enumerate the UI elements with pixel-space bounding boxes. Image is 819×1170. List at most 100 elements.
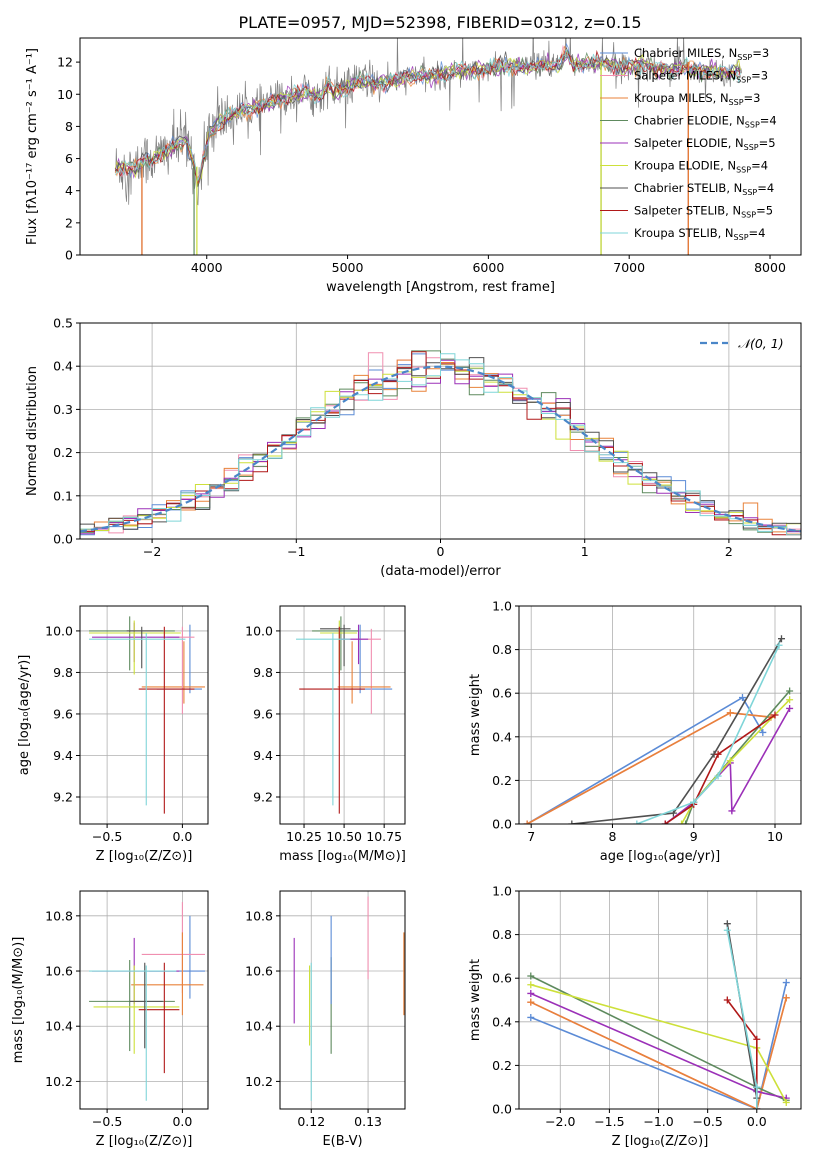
y-tick-label: 0.4 <box>53 359 73 374</box>
weight-marker <box>771 711 779 719</box>
gaussian-curve <box>80 365 801 533</box>
age-vs-mass-plot-area <box>296 616 393 814</box>
weight-marker <box>723 920 731 928</box>
weight-line-3 <box>684 690 791 824</box>
massweight-vs-Z-frame <box>518 890 802 1110</box>
histogram-8 <box>80 353 801 536</box>
residuals-y-axis-label: Normed distribution <box>25 366 40 496</box>
mass-vs-Z-y-axis-label: mass [log₁₀(M/M⊙)] <box>11 937 26 1064</box>
model-line-8 <box>114 48 741 182</box>
weight-marker <box>726 709 734 717</box>
weight-marker <box>777 635 785 643</box>
x-tick-label: 10.25 <box>286 829 322 844</box>
spectrum-plot-area <box>114 38 742 255</box>
mass-vs-Z-x-axis-label: Z [log₁₀(Z/Z⊙)] <box>96 1134 193 1149</box>
weight-marker <box>723 926 731 934</box>
weight-marker <box>786 696 794 704</box>
y-tick-label: 0.0 <box>492 817 512 832</box>
weight-marker <box>714 750 722 758</box>
y-tick-label: 0.4 <box>492 1014 512 1029</box>
y-tick-label: 1.0 <box>492 599 512 614</box>
weight-marker <box>775 641 783 649</box>
spectrum-frame <box>79 37 802 256</box>
massweight-vs-Z-chart: −2.0 −1.5 −1.0 −0.5 0.0 0.0 0.2 0.4 0.6 0.8 1.0 Z [… <box>468 884 802 1149</box>
y-tick-label: 0.8 <box>492 642 512 657</box>
x-tick-label: 4000 <box>191 260 223 275</box>
errorbar-point <box>89 965 177 1101</box>
y-tick-label: 10.4 <box>245 1019 273 1034</box>
x-tick-label: 0.0 <box>747 1114 767 1129</box>
weight-marker <box>527 972 535 980</box>
errorbar-point <box>89 620 181 675</box>
errorbar-point <box>131 932 204 1016</box>
y-tick-label: 0.8 <box>492 927 512 942</box>
residuals-plot-area <box>80 350 801 536</box>
x-tick-label: 1 <box>581 544 589 559</box>
y-tick-label: 9.6 <box>53 706 73 721</box>
x-tick-label: 0.13 <box>354 1114 382 1129</box>
errorbar-point <box>299 626 365 814</box>
y-tick-label: 10.6 <box>45 964 73 979</box>
weight-marker <box>753 1083 761 1091</box>
weight-line-7 <box>726 999 758 1109</box>
y-tick-label: 10.0 <box>45 623 73 638</box>
errorbar-point <box>141 641 205 704</box>
x-tick-label: 0.0 <box>172 1114 192 1129</box>
spectrum-legend: Chabrier MILES, NSSP=3 Salpeter MILES, NS… <box>600 46 777 242</box>
legend-entry: Kroupa STELIB, NSSP=4 <box>634 226 765 242</box>
weight-marker <box>714 772 722 780</box>
x-tick-label: 10.75 <box>366 829 402 844</box>
errorbar-point <box>93 965 180 1054</box>
age-vs-mass-chart: 10.25 10.50 10.75 9.2 9.4 9.6 9.8 10.0 mass [log… <box>245 605 406 864</box>
weight-marker <box>678 820 686 824</box>
y-tick-label: 0.0 <box>53 532 73 547</box>
x-tick-label: −2 <box>143 544 161 559</box>
errorbar-point <box>337 641 391 704</box>
legend-entry: Chabrier ELODIE, NSSP=4 <box>634 114 777 130</box>
weight-marker <box>782 1098 790 1106</box>
age-vs-Z-x-axis-label: Z [log₁₀(Z/Z⊙)] <box>96 849 193 864</box>
massweight-vs-Z-plot-area <box>527 920 790 1109</box>
mass-vs-ebv-plot-area <box>293 896 405 1101</box>
y-tick-label: 10.4 <box>45 1019 73 1034</box>
errorbar-point <box>89 959 175 1052</box>
y-tick-label: 4 <box>65 183 73 198</box>
weight-marker <box>728 807 736 815</box>
residuals-x-axis-label: (data-model)/error <box>380 564 501 579</box>
legend-entry: Kroupa MILES, NSSP=3 <box>634 91 760 107</box>
x-tick-label: 10 <box>767 829 783 844</box>
y-tick-label: 0.5 <box>53 316 73 331</box>
mass-vs-ebv-x-axis-label: E(B-V) <box>322 1134 362 1149</box>
x-tick-label: 7 <box>527 829 535 844</box>
weight-marker <box>661 820 669 824</box>
x-tick-label: 2 <box>725 544 733 559</box>
y-tick-label: 0.6 <box>492 686 512 701</box>
spectrum-x-axis-label: wavelength [Angstrom, rest frame] <box>326 280 555 295</box>
age-vs-Z-plot-area <box>89 616 205 814</box>
weight-marker <box>753 1105 761 1109</box>
y-tick-label: 10.8 <box>245 908 273 923</box>
x-tick-label: −0.5 <box>692 1114 722 1129</box>
y-tick-label: 9.2 <box>53 790 73 805</box>
data-spectrum-line <box>114 38 742 206</box>
y-tick-label: 9.6 <box>253 706 273 721</box>
weight-marker <box>723 996 731 1004</box>
spectrum-y-axis-label: Flux [fλ10⁻¹⁷ erg cm⁻² s⁻¹ A⁻¹] <box>25 48 40 245</box>
errorbar-point <box>156 624 202 694</box>
massweight-vs-age-plot-area <box>523 635 794 824</box>
y-tick-label: 10.2 <box>245 1074 273 1089</box>
legend-entry: Salpeter ELODIE, NSSP=5 <box>634 136 776 152</box>
age-vs-mass-frame <box>279 605 406 825</box>
legend-entry: Chabrier MILES, NSSP=3 <box>634 46 769 62</box>
y-tick-label: 0.4 <box>492 729 512 744</box>
errorbar-point <box>126 626 163 669</box>
y-tick-label: 10 <box>57 87 73 102</box>
errorbar-point <box>89 632 186 806</box>
x-tick-label: 5000 <box>332 260 364 275</box>
weight-line-6 <box>571 638 783 824</box>
age-vs-Z-frame <box>79 605 209 825</box>
weight-marker <box>786 704 794 712</box>
age-vs-Z-chart: −0.5 0.0 9.2 9.4 9.6 9.8 10.0 Z [log₁₀(Z/Z⊙)] ag… <box>17 605 209 864</box>
y-tick-label: 0.2 <box>492 773 512 788</box>
